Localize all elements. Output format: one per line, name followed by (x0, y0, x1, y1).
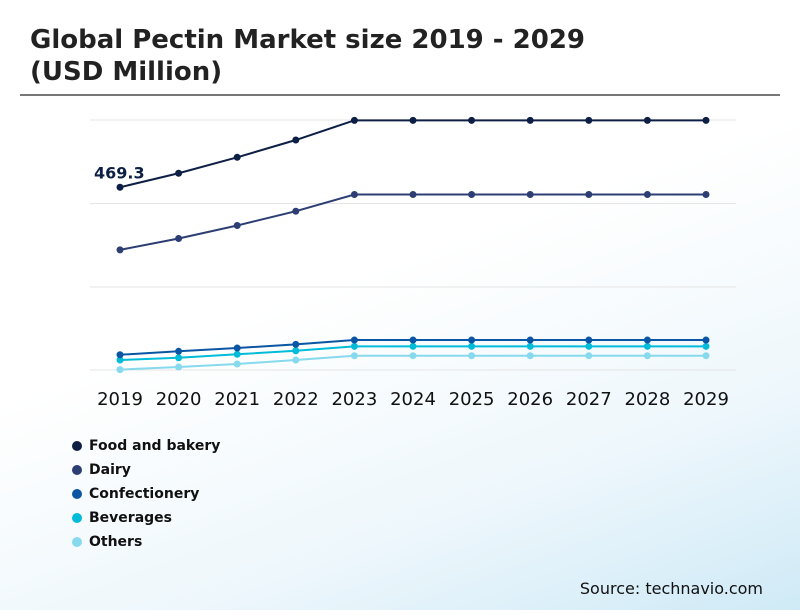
legend: Food and bakery Dairy Confectionery Beverag… (72, 434, 220, 554)
data-point (585, 191, 593, 199)
x-tick-label: 2027 (566, 389, 612, 410)
data-point (233, 153, 241, 161)
data-point (702, 342, 710, 350)
subtitle-line: (USD Million) (30, 57, 223, 87)
legend-marker-icon (72, 513, 82, 523)
data-point (233, 344, 241, 352)
legend-item: Dairy (72, 458, 220, 482)
legend-label: Others (89, 534, 143, 550)
legend-item: Beverages (72, 506, 220, 530)
data-point (175, 354, 183, 362)
data-point (526, 352, 534, 360)
data-point (468, 336, 476, 344)
data-point (409, 191, 417, 199)
legend-label: Food and bakery (89, 438, 221, 454)
series-line (119, 119, 706, 189)
data-point (350, 336, 358, 344)
legend-marker-icon (72, 537, 82, 547)
data-point (643, 342, 651, 350)
data-point (116, 246, 124, 254)
legend-marker-icon (72, 465, 82, 475)
chart-title: Global Pectin Market size 2019 - 2029 (US… (30, 24, 585, 88)
legend-label: Beverages (89, 510, 172, 526)
legend-label: Confectionery (89, 486, 200, 502)
data-point (526, 336, 534, 344)
legend-marker-icon (72, 441, 82, 451)
x-tick-label: 2022 (273, 389, 319, 410)
x-tick-label: 2020 (156, 389, 202, 410)
x-tick-label: 2025 (449, 389, 495, 410)
x-tick-label: 2021 (214, 389, 260, 410)
data-point (350, 191, 358, 199)
data-point (175, 234, 183, 242)
data-point (116, 366, 124, 374)
x-tick-label: 2019 (97, 389, 143, 410)
x-tick-label: 2029 (683, 389, 729, 410)
data-point (585, 336, 593, 344)
data-point (585, 342, 593, 350)
data-point (175, 363, 183, 371)
data-point (350, 342, 358, 350)
line-chart: 2019 2020 2021 2022 2023 2024 2025 2026 2027 2028… (90, 116, 736, 410)
data-point (468, 352, 476, 360)
legend-item: Others (72, 530, 220, 554)
data-point (350, 352, 358, 360)
data-point (292, 356, 300, 364)
legend-label: Dairy (89, 462, 131, 478)
legend-item: Confectionery (72, 482, 220, 506)
data-point (116, 356, 124, 364)
data-point (292, 207, 300, 215)
series-line (119, 193, 706, 251)
data-point (116, 183, 124, 191)
data-point (702, 191, 710, 199)
data-point (702, 336, 710, 344)
data-point (292, 347, 300, 355)
data-point (409, 352, 417, 360)
data-point (292, 340, 300, 348)
data-point (233, 221, 241, 229)
x-tick-label: 2023 (331, 389, 377, 410)
legend-item: Food and bakery (72, 434, 220, 458)
data-point (175, 347, 183, 355)
legend-marker-icon (72, 489, 82, 499)
data-point (468, 342, 476, 350)
data-point (526, 116, 534, 124)
data-point (643, 352, 651, 360)
data-point (409, 336, 417, 344)
data-point (585, 116, 593, 124)
data-point (350, 116, 358, 124)
data-point (292, 136, 300, 144)
data-point (175, 169, 183, 177)
data-point (526, 342, 534, 350)
data-point (468, 191, 476, 199)
data-point (643, 116, 651, 124)
title-line: Global Pectin Market size 2019 - 2029 (30, 25, 586, 55)
data-point (233, 350, 241, 358)
title-divider (20, 94, 780, 96)
data-point (526, 191, 534, 199)
data-point (233, 360, 241, 368)
data-point (409, 342, 417, 350)
data-point (702, 352, 710, 360)
data-point (468, 116, 476, 124)
x-tick-label: 2026 (507, 389, 553, 410)
data-point (585, 352, 593, 360)
data-point (643, 336, 651, 344)
data-label: 469.3 (94, 163, 145, 182)
source-label: Source: technavio.com (579, 579, 763, 598)
x-tick-label: 2024 (390, 389, 436, 410)
data-point (409, 116, 417, 124)
x-tick-label: 2028 (624, 389, 670, 410)
data-point (643, 191, 651, 199)
data-point (116, 351, 124, 359)
data-point (702, 116, 710, 124)
